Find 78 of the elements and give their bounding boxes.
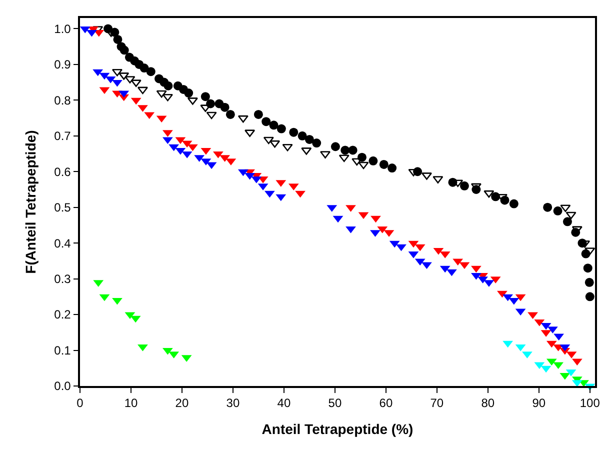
point [460,181,469,190]
point [370,216,381,223]
point [585,292,594,302]
point [295,190,306,198]
point [368,156,378,166]
x-axis-title: Anteil Tetrapeptide (%) [262,420,414,437]
x-tick-label: 70 [430,396,444,410]
point [543,202,552,212]
point [282,144,293,152]
point [497,290,508,298]
point [156,90,167,98]
point [120,46,129,55]
point [298,131,307,140]
point [269,120,278,130]
point [238,115,248,123]
point [200,92,210,102]
x-tick-label: 30 [226,396,240,410]
point [276,124,286,134]
point [584,278,594,287]
point [509,199,518,208]
point [358,162,369,170]
point [146,67,156,76]
point [560,204,571,212]
point [289,128,298,137]
point [164,81,173,90]
point [226,110,235,119]
point [140,64,149,73]
x-tick-label: 90 [532,396,546,410]
x-tick-label: 100 [580,396,600,410]
x-tick-label: 40 [277,396,291,410]
point [304,134,314,144]
x-tick-label: 80 [481,396,495,410]
point [220,102,230,112]
y-axis-title: F(Anteil Tetrapeptide) [22,130,38,274]
point [553,206,562,216]
y-tick-label: 0.1 [54,343,72,358]
x-tick-label: 50 [328,396,342,410]
x-tick-label: 20 [175,396,189,410]
y-tick-label: 0.7 [54,129,72,144]
point [553,362,564,370]
y-tick-label: 0.6 [54,164,72,179]
y-tick-label: 0.2 [54,308,72,322]
x-tick-label: 60 [379,396,393,410]
point [348,146,358,155]
point [528,312,538,320]
point [206,112,217,120]
point [340,146,350,155]
y-tick-label: 0.5 [54,200,72,215]
point [446,269,457,276]
point [137,86,148,94]
x-tick-label: 0 [76,396,84,410]
point [254,110,263,119]
y-tick-label: 1.0 [54,22,72,36]
y-tick-label: 0.3 [54,272,72,286]
point [270,140,280,148]
point [562,217,572,226]
x-tick-label: 10 [124,396,138,410]
y-tick-label: 0.4 [54,236,72,250]
point [263,136,274,144]
point [113,34,122,44]
point [112,68,122,76]
point [330,142,340,152]
y-tick-label: 0.0 [54,379,72,394]
point [162,94,173,102]
point [262,117,271,126]
y-tick-label: 0.9 [54,58,72,72]
point [396,244,406,252]
point [484,190,494,198]
point [379,160,388,169]
point [566,212,576,220]
point [388,164,397,173]
y-tick-label: 0.8 [54,93,72,108]
point [583,264,592,273]
point [184,88,194,98]
point [138,344,148,352]
point [312,138,322,148]
point [244,172,255,180]
point [422,262,432,270]
